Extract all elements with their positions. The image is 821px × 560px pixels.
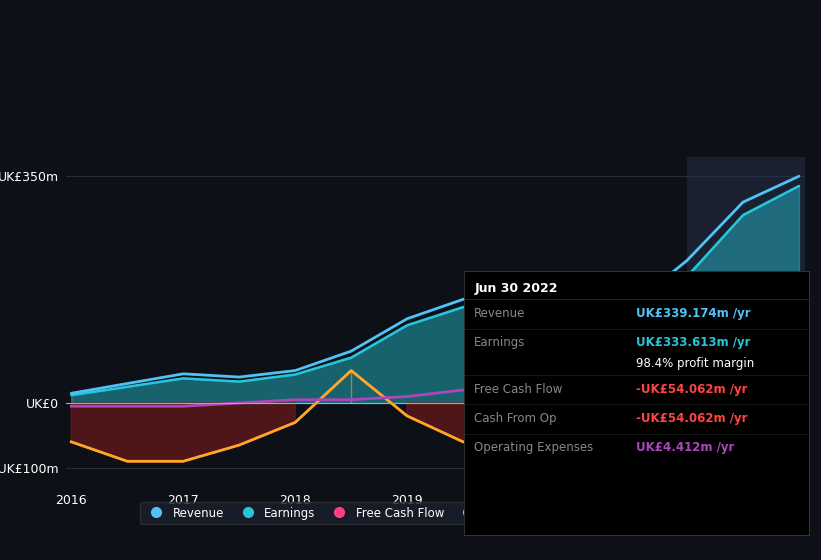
Text: -UK£54.062m /yr: -UK£54.062m /yr — [636, 412, 748, 425]
Text: UK£333.613m /yr: UK£333.613m /yr — [636, 336, 750, 349]
Text: 98.4% profit margin: 98.4% profit margin — [636, 357, 754, 370]
Text: UK£339.174m /yr: UK£339.174m /yr — [636, 307, 751, 320]
Text: Cash From Op: Cash From Op — [475, 412, 557, 425]
Text: Operating Expenses: Operating Expenses — [475, 441, 594, 454]
Text: UK£4.412m /yr: UK£4.412m /yr — [636, 441, 735, 454]
Text: Free Cash Flow: Free Cash Flow — [475, 382, 562, 395]
Text: Earnings: Earnings — [475, 336, 525, 349]
Bar — [687, 157, 810, 487]
Text: -UK£54.062m /yr: -UK£54.062m /yr — [636, 382, 748, 395]
Text: Jun 30 2022: Jun 30 2022 — [475, 282, 557, 295]
Text: Revenue: Revenue — [475, 307, 525, 320]
Legend: Revenue, Earnings, Free Cash Flow, Cash From Op, Operating Expenses: Revenue, Earnings, Free Cash Flow, Cash … — [140, 502, 731, 524]
